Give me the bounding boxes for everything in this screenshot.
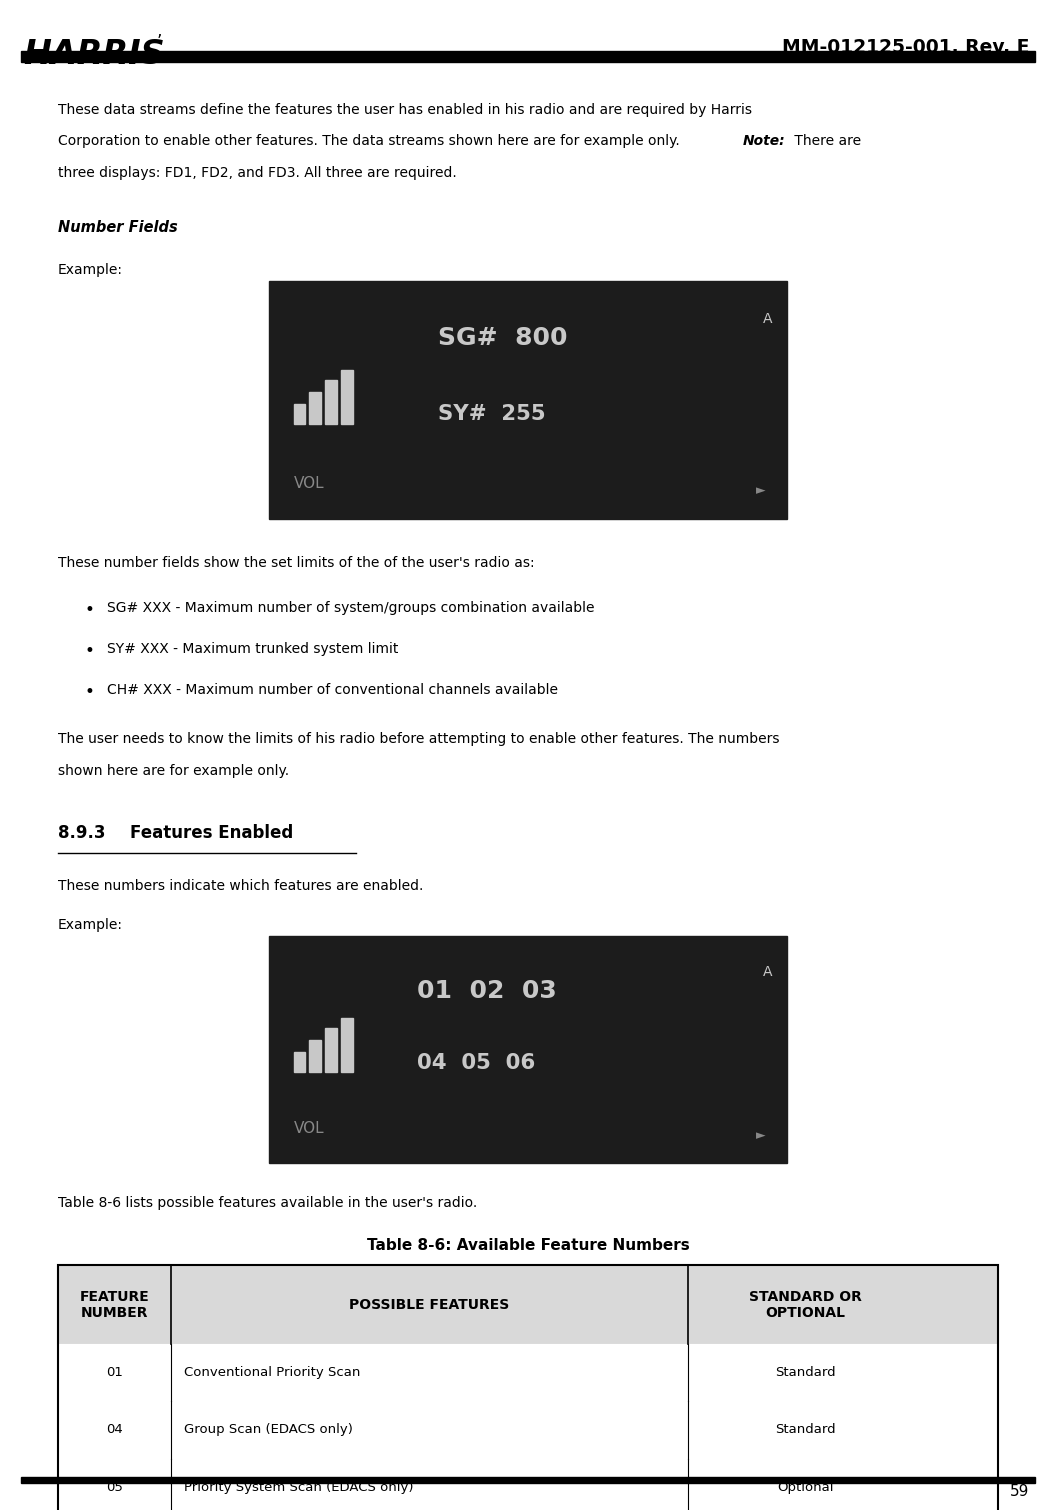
Bar (294, 405, 305, 424)
Bar (341, 370, 353, 424)
Text: A: A (762, 965, 772, 980)
Text: These numbers indicate which features are enabled.: These numbers indicate which features ar… (58, 879, 423, 892)
Text: Example:: Example: (58, 918, 124, 932)
Text: Group Scan (EDACS only): Group Scan (EDACS only) (184, 1424, 353, 1436)
Text: •: • (84, 642, 94, 660)
Text: MM-012125-001, Rev. E: MM-012125-001, Rev. E (782, 38, 1030, 57)
Text: These number fields show the set limits of the of the user's radio as:: These number fields show the set limits … (58, 556, 534, 569)
Bar (325, 381, 337, 424)
Bar (58, 1344, 998, 1401)
Text: Table 8-6: Available Feature Numbers: Table 8-6: Available Feature Numbers (366, 1238, 690, 1253)
Text: 8.9.3: 8.9.3 (58, 824, 106, 843)
Text: Number Fields: Number Fields (58, 220, 177, 236)
Bar (309, 1040, 321, 1072)
Text: SY#  255: SY# 255 (438, 405, 546, 424)
Text: Priority System Scan (EDACS only): Priority System Scan (EDACS only) (184, 1481, 413, 1493)
Text: ►: ► (756, 1129, 766, 1142)
Text: •: • (84, 683, 94, 701)
Text: ►: ► (756, 485, 766, 497)
Bar (58, 1459, 998, 1510)
Bar (325, 1028, 337, 1072)
Bar (58, 1265, 998, 1510)
Text: HARRIS: HARRIS (23, 38, 165, 71)
Text: A: A (762, 313, 772, 326)
Bar (58, 1401, 998, 1459)
Text: CH# XXX - Maximum number of conventional channels available: CH# XXX - Maximum number of conventional… (107, 683, 558, 696)
Text: Optional: Optional (777, 1481, 833, 1493)
Text: STANDARD OR
OPTIONAL: STANDARD OR OPTIONAL (749, 1290, 862, 1320)
Text: ’: ’ (156, 33, 162, 51)
Text: Conventional Priority Scan: Conventional Priority Scan (184, 1367, 360, 1379)
Bar (341, 1018, 353, 1072)
Text: These data streams define the features the user has enabled in his radio and are: These data streams define the features t… (58, 103, 752, 116)
Bar (294, 1052, 305, 1072)
Bar (309, 393, 321, 424)
Text: 05: 05 (106, 1481, 122, 1493)
Text: shown here are for example only.: shown here are for example only. (58, 764, 289, 778)
Text: VOL: VOL (294, 476, 324, 491)
Bar (269, 936, 787, 1163)
Text: The user needs to know the limits of his radio before attempting to enable other: The user needs to know the limits of his… (58, 732, 779, 746)
Text: Example:: Example: (58, 263, 124, 276)
Text: 01  02  03: 01 02 03 (417, 978, 557, 1003)
Text: Note:: Note: (742, 134, 785, 148)
Text: Features Enabled: Features Enabled (130, 824, 294, 843)
Text: POSSIBLE FEATURES: POSSIBLE FEATURES (350, 1297, 509, 1312)
Bar (21, 1477, 1035, 1483)
Bar (21, 51, 1035, 62)
Bar (269, 281, 787, 519)
Text: SG#  800: SG# 800 (438, 326, 568, 350)
Text: Standard: Standard (775, 1367, 835, 1379)
Text: Standard: Standard (775, 1424, 835, 1436)
Text: SY# XXX - Maximum trunked system limit: SY# XXX - Maximum trunked system limit (107, 642, 398, 655)
Text: SG# XXX - Maximum number of system/groups combination available: SG# XXX - Maximum number of system/group… (107, 601, 595, 615)
Text: 04: 04 (106, 1424, 122, 1436)
Text: Table 8-6 lists possible features available in the user's radio.: Table 8-6 lists possible features availa… (58, 1196, 477, 1210)
Text: 04  05  06: 04 05 06 (417, 1052, 535, 1074)
Text: Corporation to enable other features. The data streams shown here are for exampl: Corporation to enable other features. Th… (58, 134, 689, 148)
Text: FEATURE
NUMBER: FEATURE NUMBER (79, 1290, 149, 1320)
Text: three displays: FD1, FD2, and FD3. All three are required.: three displays: FD1, FD2, and FD3. All t… (58, 166, 457, 180)
Text: 59: 59 (1011, 1484, 1030, 1499)
Bar (58, 1265, 998, 1344)
Text: There are: There are (790, 134, 861, 148)
Text: 01: 01 (106, 1367, 122, 1379)
Text: VOL: VOL (294, 1122, 324, 1136)
Text: •: • (84, 601, 94, 619)
